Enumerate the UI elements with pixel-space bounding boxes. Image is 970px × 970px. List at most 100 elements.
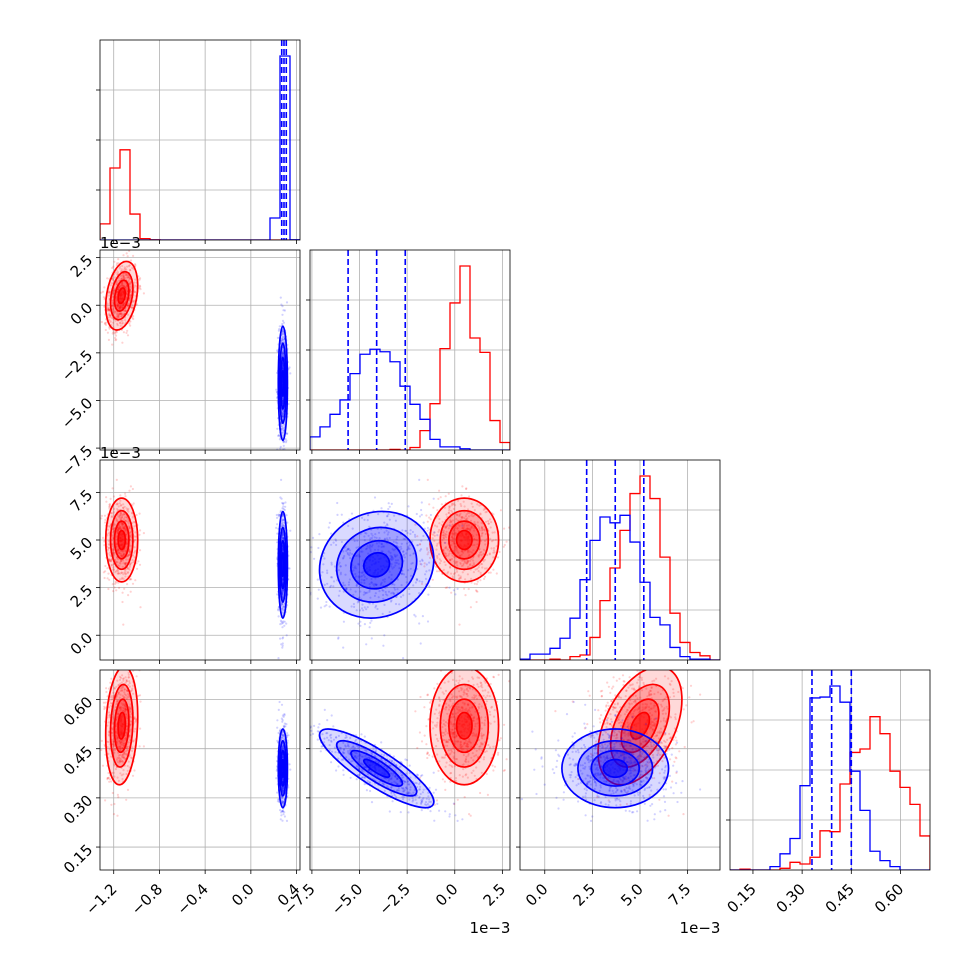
density-red-3 <box>456 530 472 550</box>
contour-blue-1 <box>335 739 418 797</box>
contour-red-3 <box>117 711 127 740</box>
scatter-panel-2-1 <box>306 459 511 664</box>
hist-panel-3 <box>726 669 931 874</box>
scatter-panel-3-2 <box>516 669 721 874</box>
y-tick-label: 2.5 <box>67 251 97 281</box>
contour-red-2 <box>113 279 130 312</box>
x-tick-label: 2.5 <box>480 880 510 910</box>
contour-red-0 <box>429 670 500 786</box>
density-blue-3 <box>603 759 628 778</box>
contour-red-3 <box>117 287 127 305</box>
contour-blue-0 <box>277 510 289 619</box>
x-tick-label: 0.0 <box>228 880 258 910</box>
density-blue-3 <box>363 759 390 778</box>
x-tick-label: 2.5 <box>570 880 600 910</box>
contour-blue-2 <box>279 749 286 787</box>
x-scale-label: 1e−3 <box>470 919 511 937</box>
contour-blue-3 <box>362 551 391 578</box>
contour-red-3 <box>629 711 651 740</box>
density-red-3 <box>118 530 126 550</box>
hist-red-2 <box>520 475 720 660</box>
axes-frame <box>99 249 301 451</box>
contour-blue-0 <box>277 728 289 809</box>
contour-red-1 <box>439 509 490 571</box>
y-tick-label: −2.5 <box>58 346 96 384</box>
contour-red-0 <box>597 670 683 786</box>
hist-red-1 <box>310 265 510 450</box>
hist-panel-0 <box>96 39 301 244</box>
hist-red-0 <box>100 149 300 240</box>
x-scale-label: 1e−3 <box>680 919 721 937</box>
contour-blue-2 <box>350 539 404 590</box>
hist-blue-1 <box>310 348 510 450</box>
hist-panel-1 <box>306 249 511 454</box>
contour-blue-1 <box>577 739 654 797</box>
y-tick-label: 7.5 <box>67 486 97 516</box>
contour-blue-2 <box>279 539 286 590</box>
contour-blue-0 <box>277 325 289 442</box>
x-tick-label: 0.15 <box>723 880 759 916</box>
hist-panel-2 <box>516 459 721 664</box>
y-tick-label: −7.5 <box>58 442 96 480</box>
contour-blue-2 <box>350 749 404 787</box>
scatter-panel-3-0 <box>96 669 301 874</box>
x-tick-label: 5.0 <box>617 880 647 910</box>
contour-red-1 <box>109 509 134 571</box>
x-tick-label: 0.45 <box>822 880 858 916</box>
contour-blue-1 <box>278 739 287 797</box>
x-tick-label: −5.0 <box>328 880 366 918</box>
y-tick-label: −5.0 <box>58 394 96 432</box>
axes-frame <box>99 459 301 661</box>
contour-red-3 <box>117 529 127 551</box>
contour-blue-3 <box>280 369 285 398</box>
contour-blue-0 <box>318 510 435 619</box>
y-tick-label: 0.30 <box>60 792 96 828</box>
contour-red-2 <box>448 698 481 754</box>
y-tick-label: 0.0 <box>67 299 97 329</box>
x-tick-label: 0.60 <box>871 880 907 916</box>
contour-blue-3 <box>602 758 629 779</box>
x-tick-label: −0.4 <box>173 880 211 918</box>
contour-red-2 <box>448 520 481 560</box>
contour-blue-3 <box>280 551 285 578</box>
hist-red-3 <box>730 716 930 870</box>
contour-red-0 <box>104 497 139 583</box>
x-tick-label: 0.0 <box>522 880 552 910</box>
contour-red-2 <box>113 520 130 560</box>
contour-blue-1 <box>278 342 287 425</box>
contour-red-0 <box>104 260 139 331</box>
scatter-panel-3-1 <box>306 669 511 874</box>
contour-red-3 <box>455 711 473 740</box>
contour-blue-2 <box>590 749 641 787</box>
contour-blue-0 <box>318 728 435 809</box>
contour-red-2 <box>113 698 130 754</box>
hist-blue-0 <box>100 55 300 240</box>
y-tick-label: 0.60 <box>60 693 96 729</box>
density-red-3 <box>456 712 472 740</box>
scatter-panel-1-0 <box>96 249 301 454</box>
axes-frame <box>309 459 511 661</box>
axes-frame <box>309 669 511 871</box>
contour-blue-1 <box>335 526 418 603</box>
x-tick-label: −1.2 <box>82 880 120 918</box>
y-scale-label: 1e−3 <box>100 234 141 252</box>
hist-blue-2 <box>520 514 720 660</box>
axes-frame <box>519 669 721 871</box>
contour-blue-2 <box>279 356 286 410</box>
contour-red-1 <box>439 683 490 768</box>
density-red-3 <box>118 712 126 740</box>
y-tick-label: 0.0 <box>67 629 97 659</box>
contour-blue-0 <box>561 728 670 809</box>
density-blue-3 <box>363 552 390 577</box>
contour-blue-1 <box>278 526 287 603</box>
axes-frame <box>99 669 301 871</box>
y-tick-label: 5.0 <box>67 534 97 564</box>
y-tick-label: 2.5 <box>67 581 97 611</box>
y-tick-label: 0.45 <box>60 742 96 778</box>
contour-blue-3 <box>280 758 285 779</box>
contour-red-0 <box>104 670 139 786</box>
contour-blue-3 <box>362 758 391 779</box>
x-tick-label: 0.0 <box>432 880 462 910</box>
x-tick-label: −0.8 <box>128 880 166 918</box>
